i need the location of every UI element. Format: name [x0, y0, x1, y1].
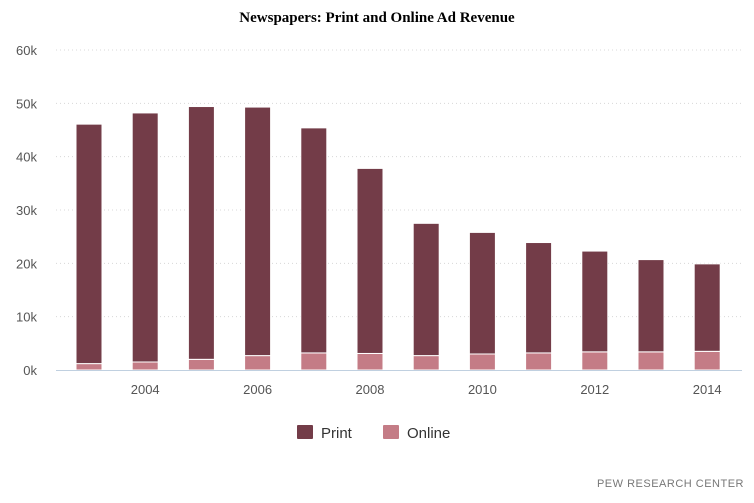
bar-online — [637, 351, 665, 371]
bar-online — [244, 355, 272, 371]
y-tick-label: 50k — [16, 96, 37, 111]
bar-print — [525, 242, 553, 354]
x-tick-label: 2014 — [693, 382, 722, 397]
bar-online — [131, 361, 159, 371]
bar-online — [75, 363, 103, 371]
bar-online — [300, 352, 328, 371]
bar-series — [75, 106, 721, 371]
legend: Print Online — [297, 425, 450, 442]
bar-online — [468, 353, 496, 371]
bar-print — [693, 263, 721, 352]
y-tick-label: 30k — [16, 203, 37, 218]
bar-online — [525, 352, 553, 371]
y-tick-label: 20k — [16, 256, 37, 271]
x-tick-label: 2006 — [243, 382, 272, 397]
bar-online — [187, 358, 215, 371]
bar-print — [131, 112, 159, 363]
bar-print — [300, 127, 328, 354]
bar-online — [412, 355, 440, 371]
legend-swatch-print — [297, 425, 313, 439]
bar-print — [637, 259, 665, 353]
bar-print — [468, 231, 496, 355]
x-tick-label: 2004 — [131, 382, 160, 397]
bar-print — [244, 106, 272, 357]
bar-online — [356, 352, 384, 371]
bar-online — [693, 350, 721, 371]
bar-print — [187, 106, 215, 360]
bar-print — [412, 222, 440, 357]
bar-online — [581, 351, 609, 371]
y-tick-label: 40k — [16, 150, 37, 165]
chart-title: Newspapers: Print and Online Ad Revenue — [239, 10, 515, 26]
y-tick-label: 0k — [23, 363, 37, 378]
legend-swatch-online — [383, 425, 399, 439]
axes: 0k 10k 20k 30k 40k 50k 60k 2004 2006 2008 2010 2012… — [16, 43, 742, 397]
x-tick-label: 2010 — [468, 382, 497, 397]
legend-label-online: Online — [407, 425, 450, 442]
source-credit: PEW RESEARCH CENTER — [596, 478, 744, 490]
y-tick-label: 60k — [16, 43, 37, 58]
x-tick-label: 2012 — [580, 382, 609, 397]
bar-print — [356, 167, 384, 354]
legend-label-print: Print — [321, 425, 353, 442]
y-tick-label: 10k — [16, 310, 37, 325]
bar-print — [581, 250, 609, 353]
bar-print — [75, 123, 103, 365]
x-tick-label: 2008 — [356, 382, 385, 397]
